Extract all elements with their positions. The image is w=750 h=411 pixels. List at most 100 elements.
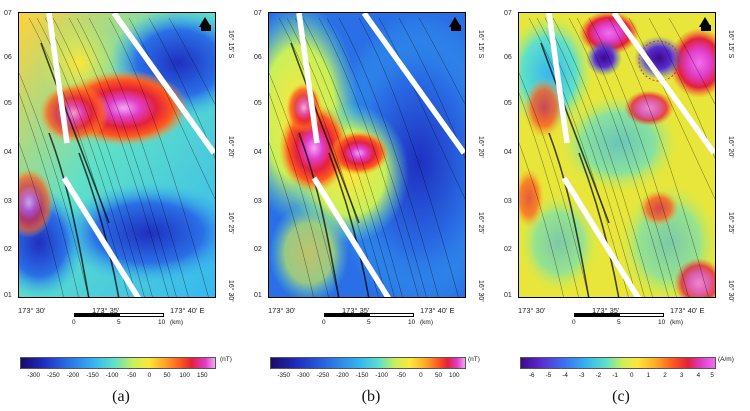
y-tick: 03 [504, 198, 512, 205]
panel-b: 07 06 05 04 03 02 01 [250, 0, 500, 411]
colorbar-tick: 5 [710, 372, 714, 379]
colorbar-tick: 2 [663, 372, 667, 379]
lon-label: 173° 40' E [170, 306, 205, 315]
colorbar-tick: -200 [66, 372, 80, 379]
y-tick: 03 [254, 198, 262, 205]
colorbar-tick: 0 [419, 372, 423, 379]
scale-mid: 5 [117, 319, 121, 326]
scale-bar: 0 5 10 (km) [572, 313, 683, 331]
lon-label: 173° 35' [92, 306, 120, 315]
lat-label: 16° 20' [477, 136, 484, 158]
panel-c: 07 06 05 04 03 02 01 [500, 0, 750, 411]
lat-label: 16° 30' [477, 280, 484, 302]
lon-label: 173° 30' [518, 306, 546, 315]
y-tick: 05 [504, 100, 512, 107]
scale-unit: (km) [670, 319, 683, 326]
colorbar-unit: (nT) [468, 356, 480, 363]
colorbar-ticks: -300 -250 -200 -150 -100 -50 0 50 100 15… [20, 372, 216, 382]
y-tick: 01 [4, 292, 12, 299]
colorbar-tick: -350 [277, 372, 291, 379]
scale-unit: (km) [420, 319, 433, 326]
y-tick: 06 [4, 54, 12, 61]
magnetic-anomaly-map [18, 12, 216, 298]
colorbar-tick: -6 [528, 372, 535, 379]
colorbar-tick: 3 [679, 372, 684, 379]
y-tick: 02 [254, 246, 262, 253]
colorbar-tick: 0 [629, 372, 634, 379]
colorbar-tick: -200 [336, 372, 349, 379]
panel-label: (a) [112, 388, 130, 405]
lat-label: 16° 25' [227, 212, 234, 234]
y-tick: 03 [4, 198, 12, 205]
colorbar-tick: 4 [696, 372, 701, 379]
colorbar-ticks: -350 -300 -250 -200 -150 -100 -50 0 50 1… [270, 372, 466, 382]
colorbar-tick: 0 [147, 372, 152, 379]
colorbar-tick: -250 [47, 372, 60, 379]
colorbar-tick: 50 [435, 372, 443, 379]
y-tick: 01 [254, 292, 262, 299]
colorbar-tick: -100 [375, 372, 389, 379]
scale-end: 10 [658, 319, 666, 326]
scale-mid: 5 [617, 319, 621, 326]
lat-label: 16° 20' [227, 136, 234, 158]
y-tick: 01 [504, 292, 512, 299]
colorbar-tick: -50 [396, 372, 406, 379]
compass-rose-icon [199, 17, 211, 31]
compass-rose-icon [699, 17, 711, 31]
y-tick: 02 [4, 246, 12, 253]
lat-label: 16° 30' [727, 280, 734, 302]
y-tick: 07 [254, 10, 262, 17]
colorbar-tick: -150 [355, 372, 369, 379]
colorbar [20, 357, 216, 369]
scale-end: 10 [158, 319, 166, 326]
lat-label: 16° 25' [477, 212, 484, 234]
scale-bar: 0 5 10 (km) [322, 313, 433, 331]
lat-label: 16° 15' S [227, 30, 234, 59]
colorbar-tick: -1 [612, 372, 618, 379]
scale-start: 0 [72, 319, 76, 326]
y-tick: 07 [4, 10, 12, 17]
colorbar-tick: 50 [163, 372, 171, 379]
lon-label: 173° 30' [18, 306, 46, 315]
colorbar-tick: -100 [105, 372, 119, 379]
panel-a: 07 06 0 5 04 03 02 01 [0, 0, 250, 411]
colorbar-tick: 150 [197, 372, 208, 379]
highlight-outline [638, 40, 680, 82]
colorbar-tick: -300 [297, 372, 310, 379]
magnetization-map [518, 12, 716, 298]
colorbar [520, 357, 716, 369]
colorbar-tick: -5 [545, 372, 552, 379]
y-tick: 04 [254, 149, 262, 156]
scale-start: 0 [572, 319, 576, 326]
colorbar-unit: (A/m) [718, 356, 734, 363]
colorbar-ticks: -6 -5 -4 -3 -2 -1 0 1 2 3 4 5 [520, 372, 716, 382]
panel-label: (c) [612, 388, 630, 405]
lon-label: 173° 40' E [670, 306, 705, 315]
y-tick: 05 [254, 100, 262, 107]
colorbar-tick: -250 [316, 372, 330, 379]
panel-label: (b) [361, 388, 381, 405]
scale-end: 10 [408, 319, 416, 326]
y-tick: 06 [504, 54, 512, 61]
colorbar-tick: 1 [646, 372, 651, 379]
y-tick: 04 [4, 149, 12, 156]
colorbar-tick: -3 [578, 372, 585, 379]
lat-label: 16° 20' [727, 136, 734, 158]
scale-bar: 0 5 10 (km) [72, 313, 183, 331]
colorbar-tick: -2 [595, 372, 602, 379]
lon-label: 173° 35' [592, 306, 620, 315]
colorbar-tick: 100 [448, 372, 460, 379]
reduced-to-pole-anomaly-map [268, 12, 466, 298]
colorbar-tick: -50 [127, 372, 137, 379]
y-tick: 07 [504, 10, 512, 17]
colorbar [270, 357, 466, 369]
lon-label: 173° 30' [268, 306, 296, 315]
colorbar-tick: 100 [179, 372, 190, 379]
colorbar-tick: -300 [27, 372, 41, 379]
y-tick: 02 [504, 246, 512, 253]
lon-label: 173° 40' E [420, 306, 455, 315]
colorbar-tick: -150 [86, 372, 99, 379]
colorbar-tick: -4 [562, 372, 568, 379]
colorbar-unit: (nT) [220, 356, 232, 363]
y-tick: 06 [254, 54, 262, 61]
